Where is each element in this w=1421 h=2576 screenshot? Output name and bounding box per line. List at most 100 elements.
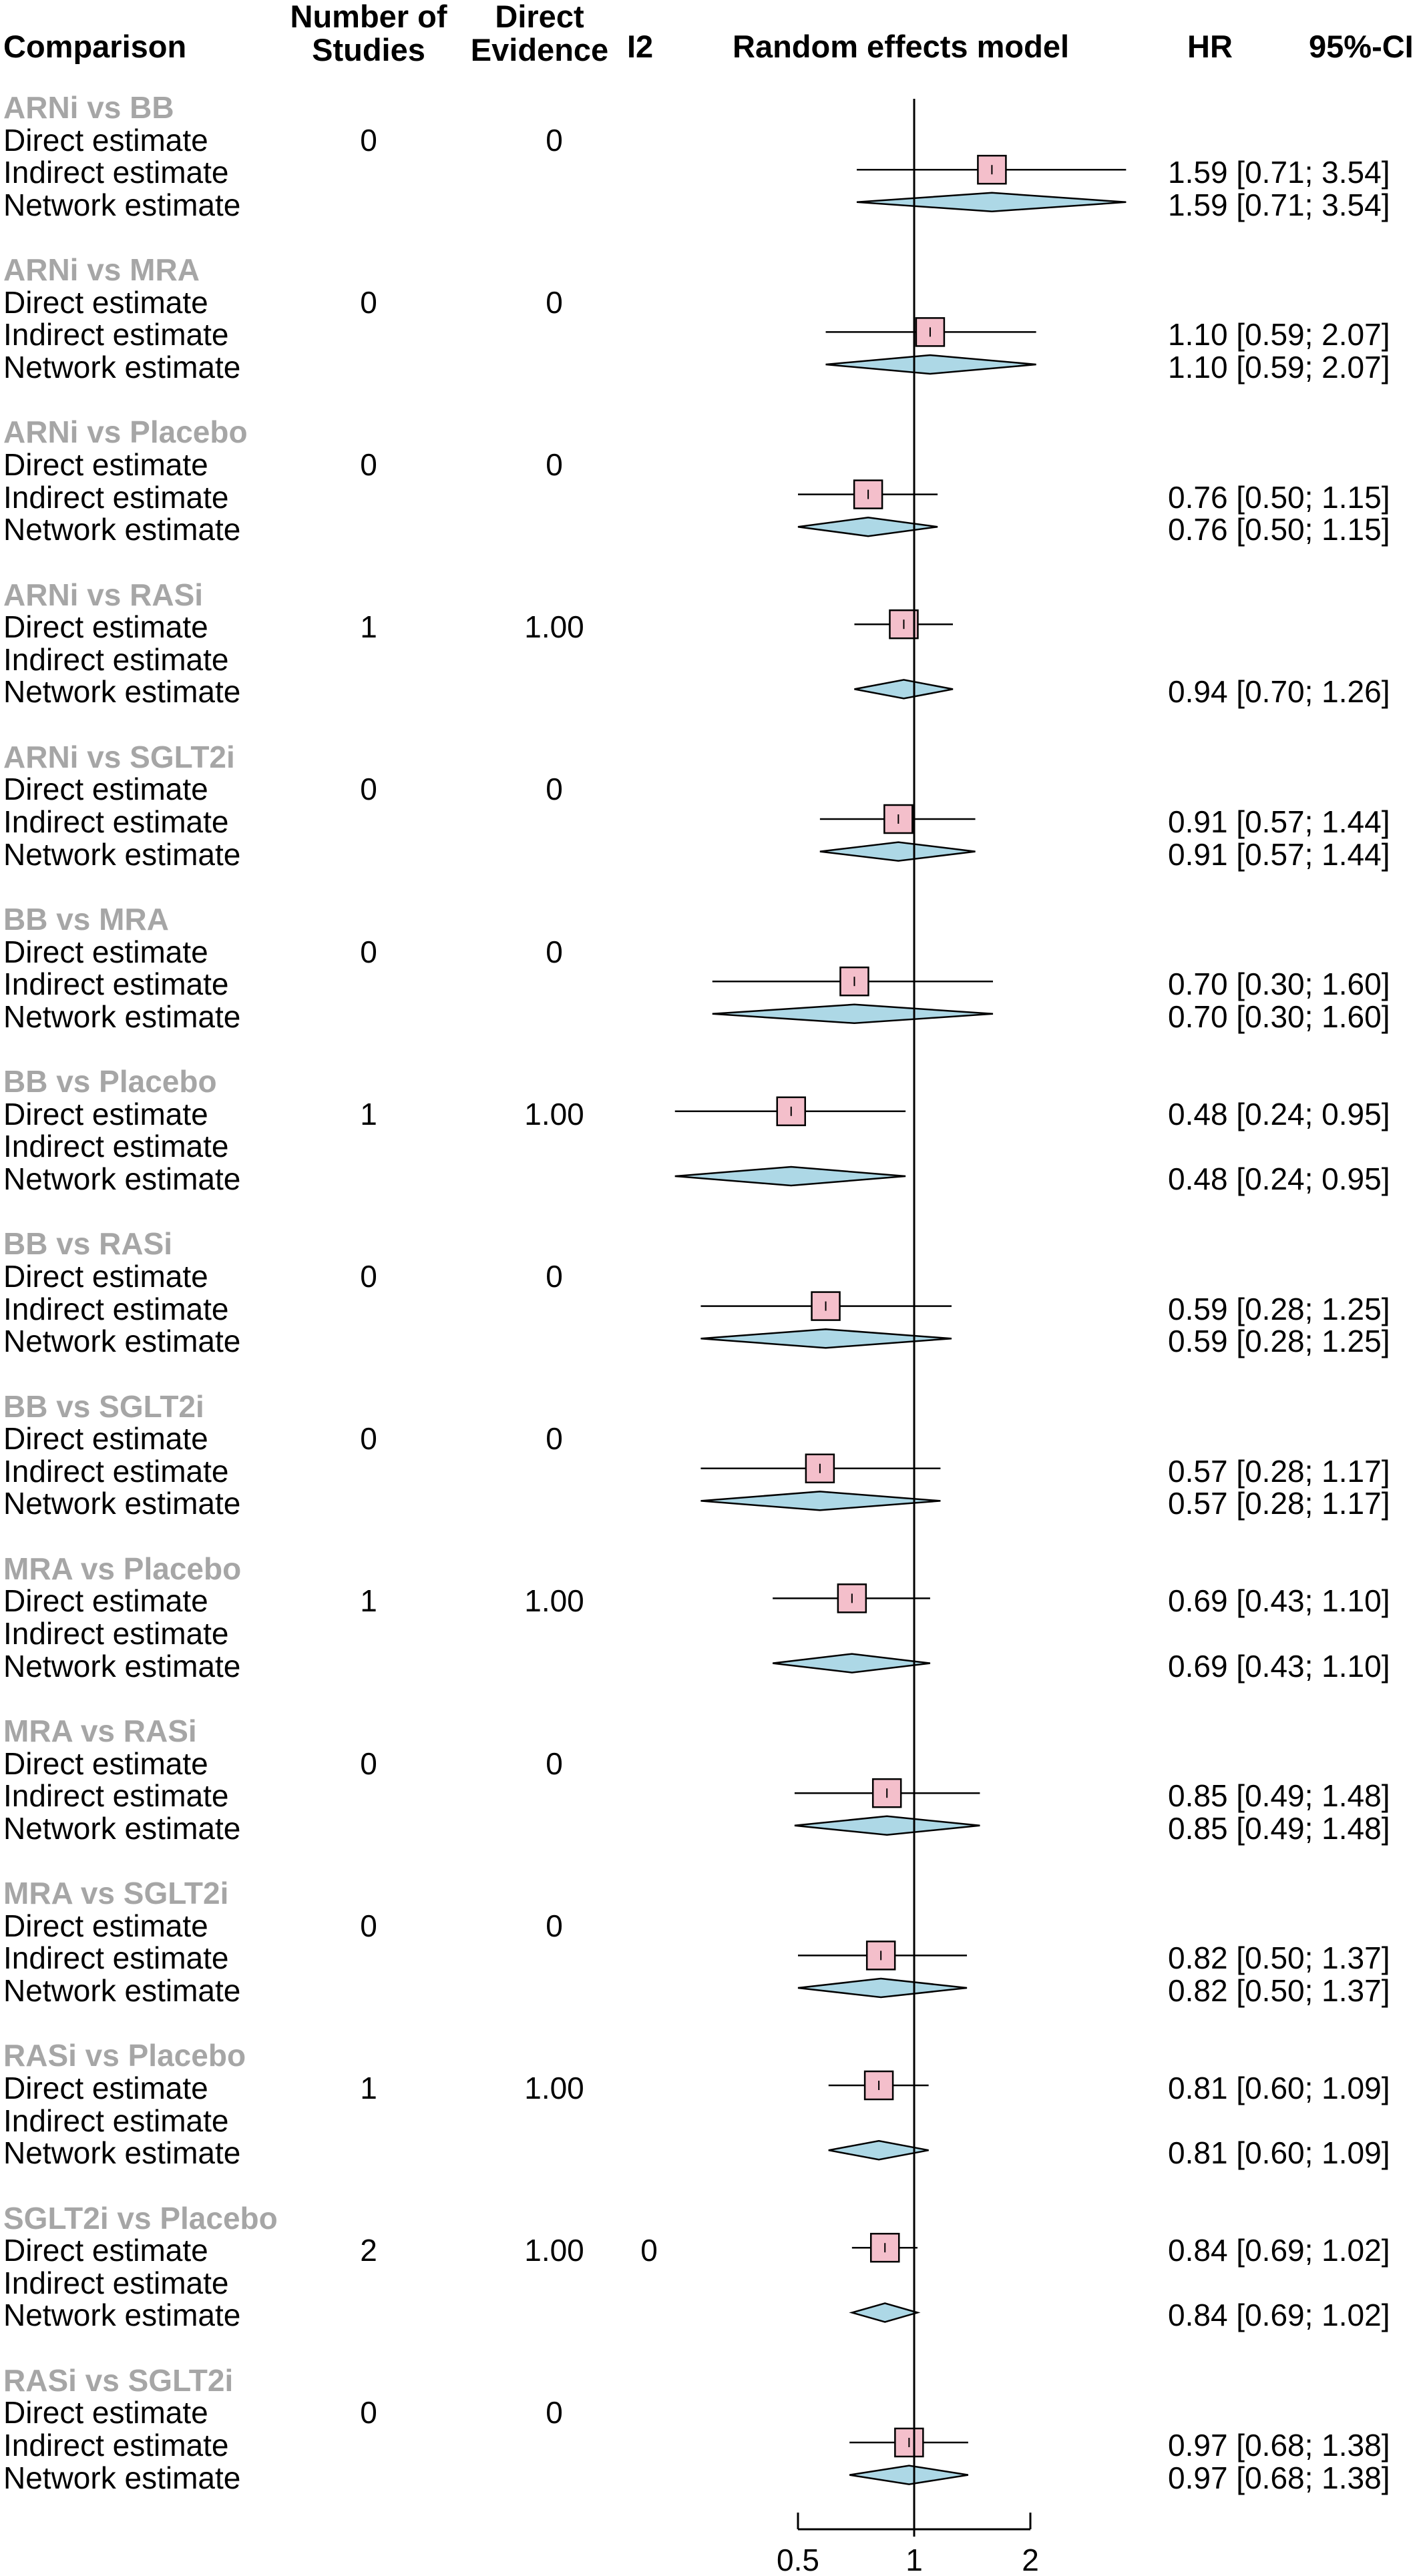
network-hr-ci-value: 0.94 [0.70; 1.26] (1168, 674, 1390, 710)
direct-estimate-label: Direct estimate (3, 2071, 208, 2105)
direct-hr-ci-value: 0.84 [0.69; 1.02] (1168, 2233, 1390, 2268)
network-hr-ci-value: 0.48 [0.24; 0.95] (1168, 1162, 1390, 1196)
comparison-group-label: MRA vs SGLT2i (3, 1876, 229, 1911)
header-direct-evidence: Direct Evidence (471, 0, 608, 67)
indirect-estimate-label: Indirect estimate (3, 1616, 229, 1651)
indirect-estimate-label: Indirect estimate (3, 1941, 229, 1976)
network-estimate-label: Network estimate (3, 674, 241, 710)
number-of-studies-value: 0 (360, 1746, 377, 1781)
network-estimate-label: Network estimate (3, 1324, 241, 1359)
network-estimate-label: Network estimate (3, 1973, 241, 2008)
network-estimate-label: Network estimate (3, 512, 241, 547)
direct-evidence-value: 1.00 (524, 2233, 584, 2268)
network-estimate-diamond (794, 1815, 980, 1836)
direct-evidence-value: 1.00 (524, 2071, 584, 2105)
direct-estimate-label: Direct estimate (3, 2233, 208, 2268)
direct-estimate-label: Direct estimate (3, 934, 208, 969)
comparison-group-label: SGLT2i vs Placebo (3, 2200, 278, 2236)
network-estimate-diamond (849, 2302, 921, 2323)
network-estimate-diamond (828, 2139, 929, 2161)
network-estimate-diamond (772, 1653, 931, 1673)
comparison-group-label: ARNi vs RASi (3, 577, 204, 612)
header-number-of-studies: Number of Studies (290, 0, 447, 67)
indirect-hr-ci-value: 0.97 [0.68; 1.38] (1168, 2428, 1390, 2463)
indirect-estimate-label: Indirect estimate (3, 641, 229, 677)
comparison-group-label: MRA vs RASi (3, 1714, 197, 1748)
indirect-estimate-square (894, 2427, 924, 2458)
direct-evidence-value: 0 (546, 2395, 563, 2430)
direct-estimate-label: Direct estimate (3, 1096, 208, 1131)
indirect-estimate-label: Indirect estimate (3, 1778, 229, 1814)
network-estimate-diamond (797, 1977, 968, 1999)
network-estimate-label: Network estimate (3, 1162, 241, 1196)
number-of-studies-value: 0 (360, 122, 377, 158)
direct-evidence-value: 0 (546, 122, 563, 158)
indirect-estimate-label: Indirect estimate (3, 2265, 229, 2300)
indirect-estimate-label: Indirect estimate (3, 804, 229, 839)
network-hr-ci-value: 0.76 [0.50; 1.15] (1168, 512, 1390, 547)
number-of-studies-value: 0 (360, 934, 377, 969)
network-hr-ci-value: 0.70 [0.30; 1.60] (1168, 999, 1390, 1034)
network-estimate-label: Network estimate (3, 187, 241, 222)
direct-estimate-label: Direct estimate (3, 2395, 208, 2430)
i2-value: 0 (640, 2233, 658, 2268)
comparison-group-label: MRA vs Placebo (3, 1551, 242, 1586)
network-estimate-diamond (712, 1003, 994, 1025)
comparison-group-label: ARNi vs SGLT2i (3, 739, 235, 774)
comparison-group-label: BB vs SGLT2i (3, 1388, 204, 1424)
network-estimate-label: Network estimate (3, 2298, 241, 2333)
indirect-estimate-square (839, 966, 869, 997)
indirect-estimate-label: Indirect estimate (3, 1291, 229, 1326)
network-hr-ci-value: 0.57 [0.28; 1.17] (1168, 1486, 1390, 1521)
network-estimate-diamond (700, 1328, 952, 1349)
indirect-estimate-label: Indirect estimate (3, 317, 229, 352)
direct-evidence-value: 0 (546, 284, 563, 320)
header-i2: I2 (627, 29, 654, 64)
direct-estimate-label: Direct estimate (3, 772, 208, 807)
comparison-group-label: BB vs RASi (3, 1226, 173, 1262)
network-estimate-label: Network estimate (3, 836, 241, 872)
indirect-hr-ci-value: 0.57 [0.28; 1.17] (1168, 1453, 1390, 1489)
network-hr-ci-value: 0.97 [0.68; 1.38] (1168, 2460, 1390, 2495)
number-of-studies-value: 0 (360, 2395, 377, 2430)
network-estimate-label: Network estimate (3, 2460, 241, 2495)
direct-hr-ci-value: 0.81 [0.60; 1.09] (1168, 2071, 1390, 2105)
direct-evidence-value: 0 (546, 1421, 563, 1457)
direct-evidence-value: 1.00 (524, 609, 584, 645)
indirect-hr-ci-value: 0.91 [0.57; 1.44] (1168, 804, 1390, 839)
comparison-group-label: RASi vs SGLT2i (3, 2362, 234, 2398)
comparison-group-label: BB vs Placebo (3, 1064, 217, 1099)
number-of-studies-value: 2 (360, 2233, 377, 2268)
direct-hr-ci-value: 0.69 [0.43; 1.10] (1168, 1583, 1390, 1619)
network-estimate-label: Network estimate (3, 2135, 241, 2171)
network-hr-ci-value: 0.81 [0.60; 1.09] (1168, 2135, 1390, 2171)
direct-evidence-value: 0 (546, 1746, 563, 1781)
network-estimate-label: Network estimate (3, 350, 241, 384)
number-of-studies-value: 0 (360, 1259, 377, 1294)
network-hr-ci-value: 0.84 [0.69; 1.02] (1168, 2298, 1390, 2333)
indirect-hr-ci-value: 1.10 [0.59; 2.07] (1168, 317, 1390, 352)
network-estimate-diamond (700, 1491, 941, 1511)
direct-estimate-label: Direct estimate (3, 609, 208, 645)
comparison-group-label: ARNi vs MRA (3, 252, 200, 288)
number-of-studies-value: 0 (360, 772, 377, 807)
header-number-of-studies-line1: Number of (290, 0, 447, 34)
indirect-hr-ci-value: 0.76 [0.50; 1.15] (1168, 479, 1390, 515)
indirect-estimate-label: Indirect estimate (3, 2428, 229, 2463)
network-estimate-label: Network estimate (3, 999, 241, 1034)
indirect-estimate-square (883, 804, 914, 834)
number-of-studies-value: 0 (360, 1908, 377, 1943)
header-direct-evidence-line1: Direct (495, 0, 584, 34)
comparison-group-label: ARNi vs Placebo (3, 415, 248, 450)
network-estimate-diamond (797, 516, 938, 537)
x-axis-tick-label: 2 (1022, 2543, 1039, 2576)
direct-evidence-value: 1.00 (524, 1096, 584, 1131)
indirect-hr-ci-value: 0.59 [0.28; 1.25] (1168, 1291, 1390, 1326)
network-estimate-label: Network estimate (3, 1648, 241, 1684)
indirect-hr-ci-value: 0.85 [0.49; 1.48] (1168, 1778, 1390, 1814)
number-of-studies-value: 1 (360, 609, 377, 645)
comparison-group-label: BB vs MRA (3, 902, 169, 937)
network-hr-ci-value: 0.82 [0.50; 1.37] (1168, 1973, 1390, 2008)
network-hr-ci-value: 0.69 [0.43; 1.10] (1168, 1648, 1390, 1684)
